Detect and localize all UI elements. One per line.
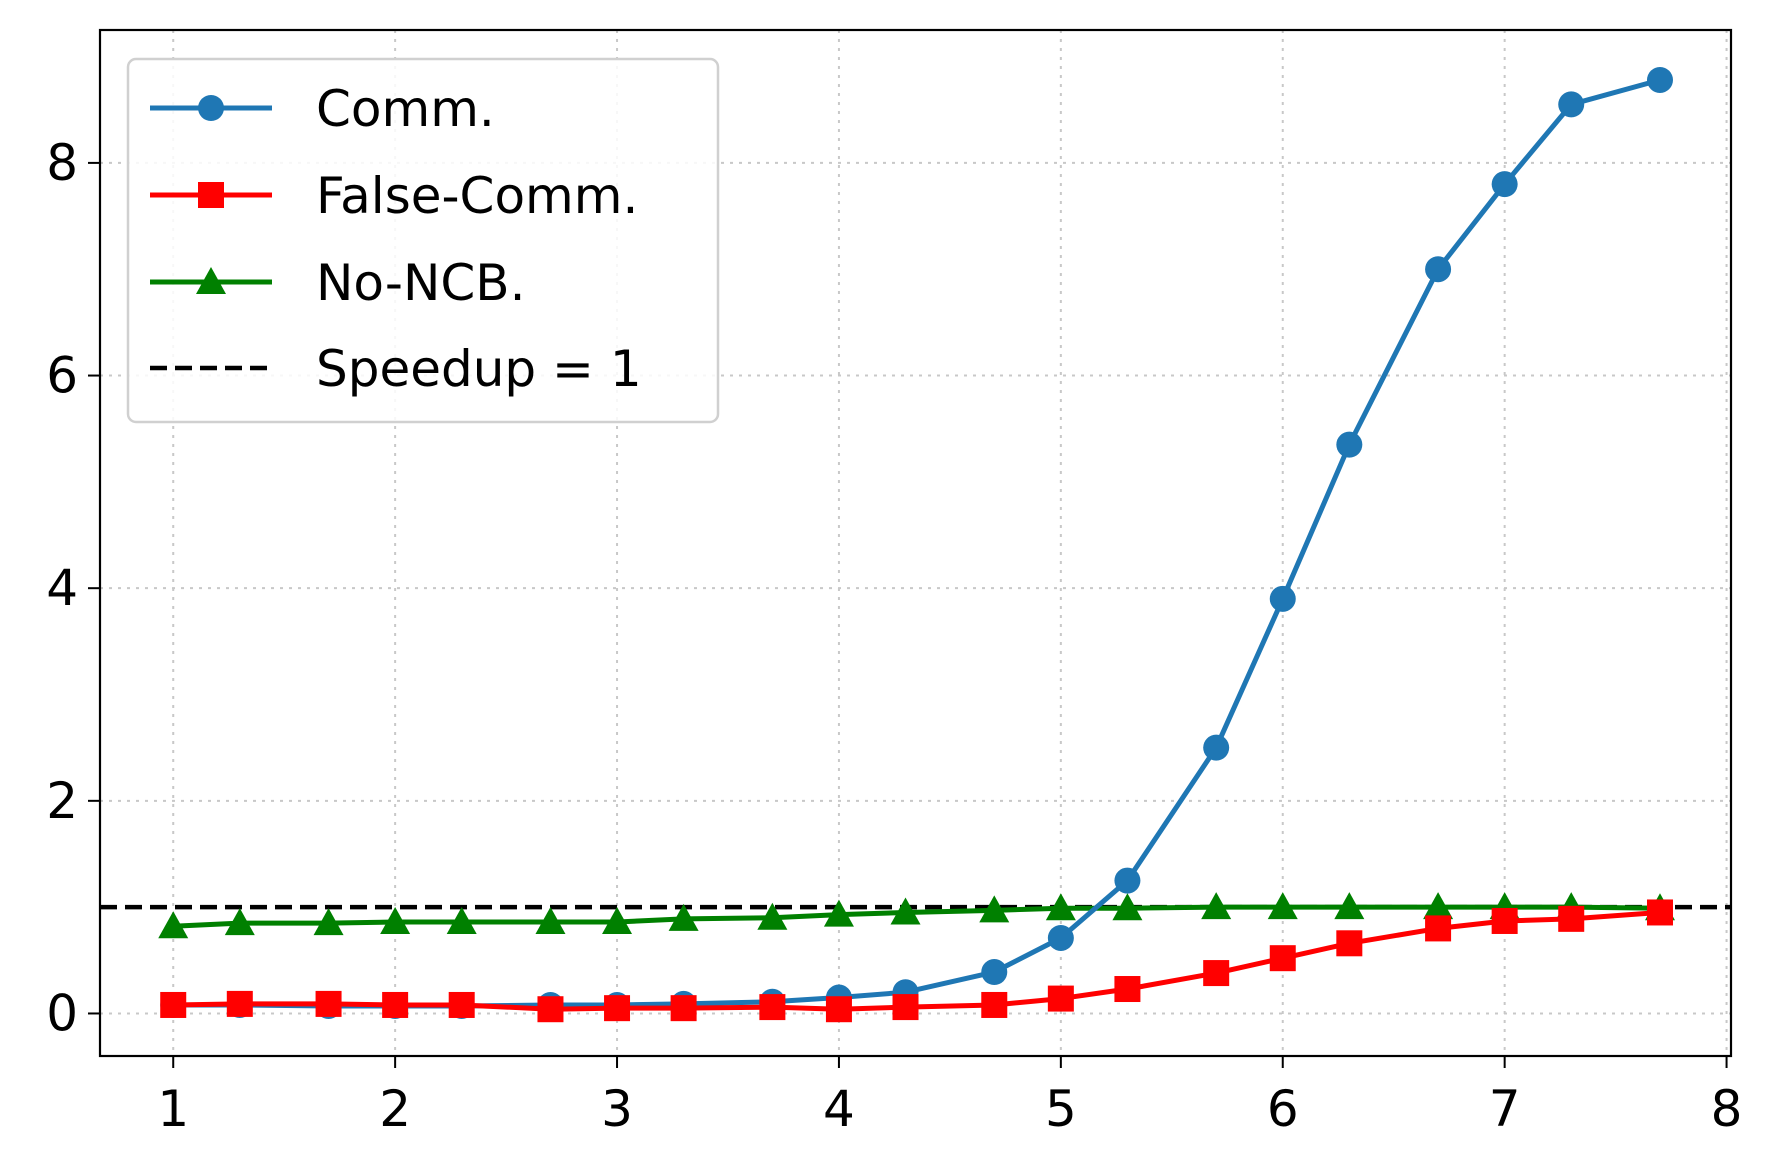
data-point xyxy=(670,995,697,1022)
data-point xyxy=(1114,976,1141,1003)
data-point xyxy=(602,907,633,935)
data-point xyxy=(1425,915,1452,942)
data-point xyxy=(313,908,344,936)
y-tick-label: 2 xyxy=(46,772,78,830)
data-point xyxy=(890,897,921,925)
data-point xyxy=(380,907,411,935)
data-point xyxy=(1269,945,1296,972)
data-point xyxy=(1423,892,1454,920)
data-point xyxy=(981,959,1008,986)
legend-marker-swatch xyxy=(198,95,224,121)
x-tick-label: 4 xyxy=(823,1080,855,1138)
x-tick-label: 3 xyxy=(601,1080,633,1138)
data-point xyxy=(1336,431,1363,458)
data-point xyxy=(1045,893,1076,921)
x-tick-label: 8 xyxy=(1711,1080,1743,1138)
legend-label: False-Comm. xyxy=(316,167,638,225)
data-point xyxy=(825,996,852,1023)
legend-label: No-NCB. xyxy=(316,254,525,312)
data-point xyxy=(823,899,854,927)
data-point xyxy=(537,996,564,1023)
legend-box xyxy=(126,57,720,424)
data-point xyxy=(1114,867,1141,894)
legend-entry: Speedup = 1 xyxy=(150,340,642,398)
data-point xyxy=(1112,893,1143,921)
data-point xyxy=(382,991,409,1018)
series-group xyxy=(158,66,1675,1023)
x-tick-label: 5 xyxy=(1045,1080,1077,1138)
data-point xyxy=(1425,256,1452,283)
data-point xyxy=(979,895,1010,923)
x-axis-ticks: 1 2 3 4 5 6 7 8 xyxy=(157,1056,1742,1138)
data-point xyxy=(1203,960,1230,987)
legend-marker-swatch xyxy=(198,182,224,208)
data-point xyxy=(1267,892,1298,920)
legend-marker-swatch xyxy=(196,267,226,294)
data-point xyxy=(1047,985,1074,1012)
x-tick-label: 1 xyxy=(157,1080,189,1138)
data-point xyxy=(1646,899,1673,926)
data-point xyxy=(981,991,1008,1018)
series-no-ncb xyxy=(158,892,1675,939)
data-point xyxy=(1201,892,1232,920)
data-point xyxy=(226,990,253,1017)
data-point xyxy=(158,911,189,939)
legend-label: Speedup = 1 xyxy=(316,340,642,398)
data-point xyxy=(1203,734,1230,761)
data-point xyxy=(1558,91,1585,118)
data-point xyxy=(1491,171,1518,198)
series-false-comm xyxy=(160,899,1673,1023)
data-point xyxy=(757,902,788,930)
data-point xyxy=(448,991,475,1018)
axes-frame xyxy=(98,28,1733,1058)
data-point xyxy=(1491,907,1518,934)
data-point xyxy=(1558,905,1585,932)
data-point xyxy=(1334,892,1365,920)
x-tick-label: 6 xyxy=(1267,1080,1299,1138)
data-point xyxy=(315,990,342,1017)
data-point xyxy=(224,908,255,936)
data-point xyxy=(446,907,477,935)
y-tick-label: 4 xyxy=(46,559,78,617)
y-tick-label: 8 xyxy=(46,134,78,192)
data-point xyxy=(604,995,631,1022)
legend-entry: Comm. xyxy=(150,80,495,138)
data-point xyxy=(1269,585,1296,612)
legend-entry: False-Comm. xyxy=(150,167,638,225)
data-point xyxy=(160,991,187,1018)
x-tick-label: 2 xyxy=(379,1080,411,1138)
legend-label: Comm. xyxy=(316,80,495,138)
data-point xyxy=(1646,66,1673,93)
y-tick-label: 6 xyxy=(46,347,78,405)
y-tick-label: 0 xyxy=(46,984,78,1042)
data-point xyxy=(1336,930,1363,957)
y-axis-ticks: 0 2 4 6 8 xyxy=(46,134,100,1042)
data-point xyxy=(668,903,699,931)
data-point xyxy=(535,907,566,935)
x-tick-label: 7 xyxy=(1489,1080,1521,1138)
data-point xyxy=(759,994,786,1021)
data-point xyxy=(1047,924,1074,951)
legend: Comm. False-Comm. No-NCB. Speedup = 1 xyxy=(126,57,720,424)
data-point xyxy=(892,994,919,1021)
legend-entry: No-NCB. xyxy=(150,254,525,312)
